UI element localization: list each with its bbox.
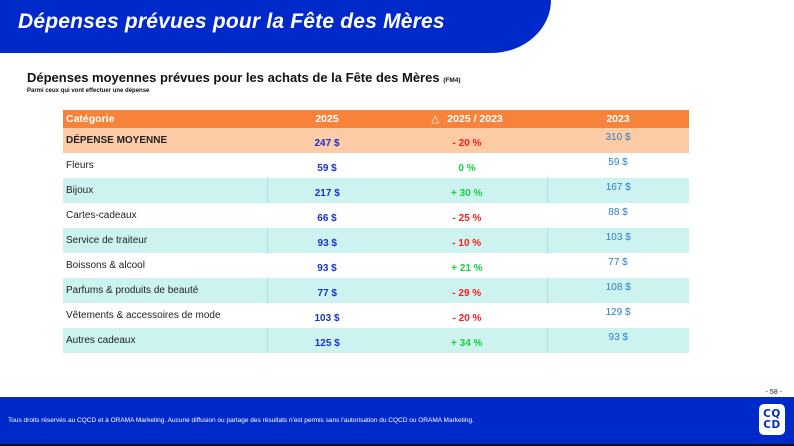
cell-2023: 103 $ bbox=[546, 228, 689, 253]
value-delta: + 30 % bbox=[451, 188, 483, 199]
cell-2025: 93 $ bbox=[266, 228, 387, 253]
logo-line-2: CD bbox=[763, 418, 781, 431]
cell-delta: - 20 % bbox=[387, 128, 547, 153]
cell-2025: 125 $ bbox=[266, 328, 387, 353]
cell-2025: 59 $ bbox=[267, 153, 387, 178]
cell-category: Fleurs bbox=[63, 153, 267, 178]
value-delta: - 10 % bbox=[452, 238, 482, 249]
table-row: Autres cadeaux 125 $ + 34 % 93 $ bbox=[63, 328, 689, 353]
cell-2023: 77 $ bbox=[547, 253, 689, 278]
value-delta: + 21 % bbox=[451, 263, 483, 274]
cell-2025: 77 $ bbox=[266, 278, 387, 303]
cell-delta: + 30 % bbox=[387, 178, 547, 203]
page-number: - 58 - bbox=[765, 389, 782, 396]
value-2025: 66 $ bbox=[317, 213, 337, 224]
table-row: Vêtements & accessoires de mode 103 $ - 20… bbox=[63, 303, 689, 328]
value-2023: 310 $ bbox=[605, 132, 631, 143]
question-code: (FM4) bbox=[443, 77, 461, 84]
cell-delta: - 29 % bbox=[387, 278, 547, 303]
cell-category: Vêtements & accessoires de mode bbox=[63, 303, 267, 328]
value-2023: 103 $ bbox=[605, 232, 631, 243]
cell-2023: 59 $ bbox=[547, 153, 689, 178]
table-total-row: DÉPENSE MOYENNE 247 $ - 20 % 310 $ bbox=[63, 128, 689, 153]
value-2023: 93 $ bbox=[608, 332, 628, 343]
table-header-row: Catégorie 2025 △ 2025 / 2023 2023 bbox=[63, 110, 689, 128]
value-2025: 103 $ bbox=[314, 313, 340, 324]
section-subtitle: Parmi ceux qui vont effectuer une dépens… bbox=[27, 88, 150, 94]
cell-2023: 108 $ bbox=[546, 278, 689, 303]
cell-category: Cartes-cadeaux bbox=[63, 203, 267, 228]
cell-2023: 93 $ bbox=[546, 328, 689, 353]
value-delta: 0 % bbox=[458, 163, 476, 174]
value-2023: 108 $ bbox=[605, 282, 631, 293]
table-row: Bijoux 217 $ + 30 % 167 $ bbox=[63, 178, 689, 203]
cell-category: Autres cadeaux bbox=[63, 328, 267, 353]
value-2023: 167 $ bbox=[605, 182, 631, 193]
page-title: Dépenses prévues pour la Fête des Mères bbox=[18, 10, 445, 33]
value-delta: - 20 % bbox=[452, 313, 482, 324]
section-title-text: Dépenses moyennes prévues pour les achat… bbox=[27, 70, 440, 85]
table-row: Boissons & alcool 93 $ + 21 % 77 $ bbox=[63, 253, 689, 278]
value-2023: 88 $ bbox=[608, 207, 628, 218]
table-row: Parfums & produits de beauté 77 $ - 29 % 10… bbox=[63, 278, 689, 303]
footer-divider bbox=[0, 444, 794, 446]
header-category: Catégorie bbox=[63, 110, 267, 128]
cell-2025: 217 $ bbox=[266, 178, 387, 203]
header-banner: Dépenses prévues pour la Fête des Mères bbox=[0, 0, 551, 53]
header-delta: △ 2025 / 2023 bbox=[387, 110, 547, 128]
logo-line-1: CQ bbox=[763, 407, 781, 420]
cell-category: DÉPENSE MOYENNE bbox=[63, 128, 267, 153]
header-2025: 2025 bbox=[267, 110, 387, 128]
copyright-notice: Tous droits réservés au CQCD et à ORAMA … bbox=[8, 417, 474, 424]
cell-delta: - 20 % bbox=[387, 303, 547, 328]
table-row: Cartes-cadeaux 66 $ - 25 % 88 $ bbox=[63, 203, 689, 228]
cell-2025: 247 $ bbox=[267, 128, 387, 153]
cell-2025: 93 $ bbox=[267, 253, 387, 278]
footer-bar: Tous droits réservés au CQCD et à ORAMA … bbox=[0, 397, 794, 444]
value-2023: 129 $ bbox=[605, 307, 631, 318]
cell-2023: 310 $ bbox=[547, 128, 689, 153]
value-delta: - 29 % bbox=[452, 288, 482, 299]
cell-2023: 129 $ bbox=[547, 303, 689, 328]
value-2023: 59 $ bbox=[608, 157, 628, 168]
cell-2023: 88 $ bbox=[547, 203, 689, 228]
cell-delta: 0 % bbox=[387, 153, 547, 178]
cell-category: Boissons & alcool bbox=[63, 253, 267, 278]
value-2025: 247 $ bbox=[314, 138, 340, 149]
value-delta: + 34 % bbox=[451, 338, 483, 349]
value-2025: 93 $ bbox=[317, 263, 337, 274]
header-delta-label: 2025 / 2023 bbox=[447, 113, 503, 125]
value-delta: - 25 % bbox=[452, 213, 482, 224]
delta-triangle-icon: △ bbox=[431, 113, 440, 125]
table-row: Service de traiteur 93 $ - 10 % 103 $ bbox=[63, 228, 689, 253]
value-2023: 77 $ bbox=[608, 257, 628, 268]
value-2025: 59 $ bbox=[317, 163, 337, 174]
cell-delta: + 34 % bbox=[387, 328, 547, 353]
value-2025: 77 $ bbox=[317, 288, 337, 299]
value-2025: 93 $ bbox=[317, 238, 337, 249]
header-2023: 2023 bbox=[547, 110, 689, 128]
cell-2025: 66 $ bbox=[267, 203, 387, 228]
cell-2023: 167 $ bbox=[546, 178, 689, 203]
section-title: Dépenses moyennes prévues pour les achat… bbox=[27, 70, 461, 85]
spending-table: Catégorie 2025 △ 2025 / 2023 2023 DÉPENSE… bbox=[63, 110, 689, 353]
table-row: Fleurs 59 $ 0 % 59 $ bbox=[63, 153, 689, 178]
cell-delta: - 10 % bbox=[387, 228, 547, 253]
value-2025: 125 $ bbox=[314, 338, 340, 349]
cell-delta: - 25 % bbox=[387, 203, 547, 228]
cell-category: Service de traiteur bbox=[63, 228, 267, 253]
value-2025: 217 $ bbox=[314, 188, 340, 199]
cell-category: Bijoux bbox=[63, 178, 267, 203]
cell-category: Parfums & produits de beauté bbox=[63, 278, 267, 303]
cell-2025: 103 $ bbox=[267, 303, 387, 328]
value-delta: - 20 % bbox=[452, 138, 482, 149]
cqcd-logo: CQ CD bbox=[759, 404, 785, 435]
cell-delta: + 21 % bbox=[387, 253, 547, 278]
